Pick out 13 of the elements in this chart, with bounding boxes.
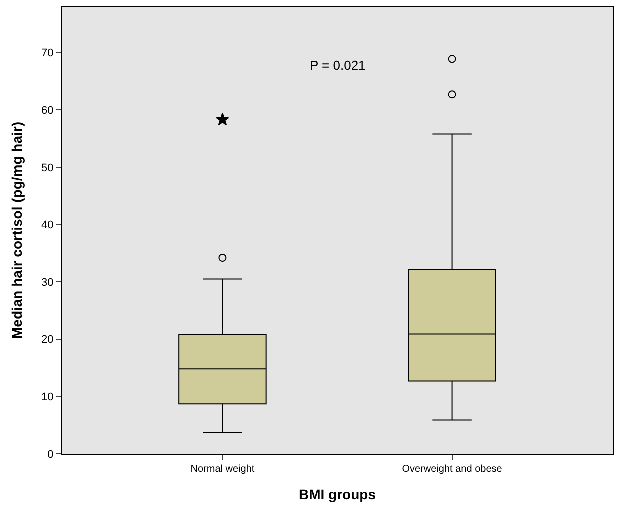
- y-tick-label: 70: [42, 48, 54, 60]
- y-tick-label: 30: [42, 276, 54, 289]
- x-tick-label: Overweight and obese: [402, 464, 503, 475]
- x-axis-title: BMI groups: [299, 486, 376, 502]
- y-tick-label: 50: [42, 162, 54, 174]
- x-tick-label: Normal weight: [190, 464, 255, 475]
- y-tick-label: 10: [42, 392, 54, 404]
- annotation: P = 0.021: [310, 58, 366, 73]
- y-tick-label: 40: [42, 220, 54, 232]
- y-tick-label: 20: [42, 334, 54, 346]
- y-tick-label: 60: [42, 105, 54, 117]
- y-tick-label: 0: [48, 448, 54, 461]
- y-axis-title: Median hair cortisol (pg/mg hair): [9, 122, 26, 340]
